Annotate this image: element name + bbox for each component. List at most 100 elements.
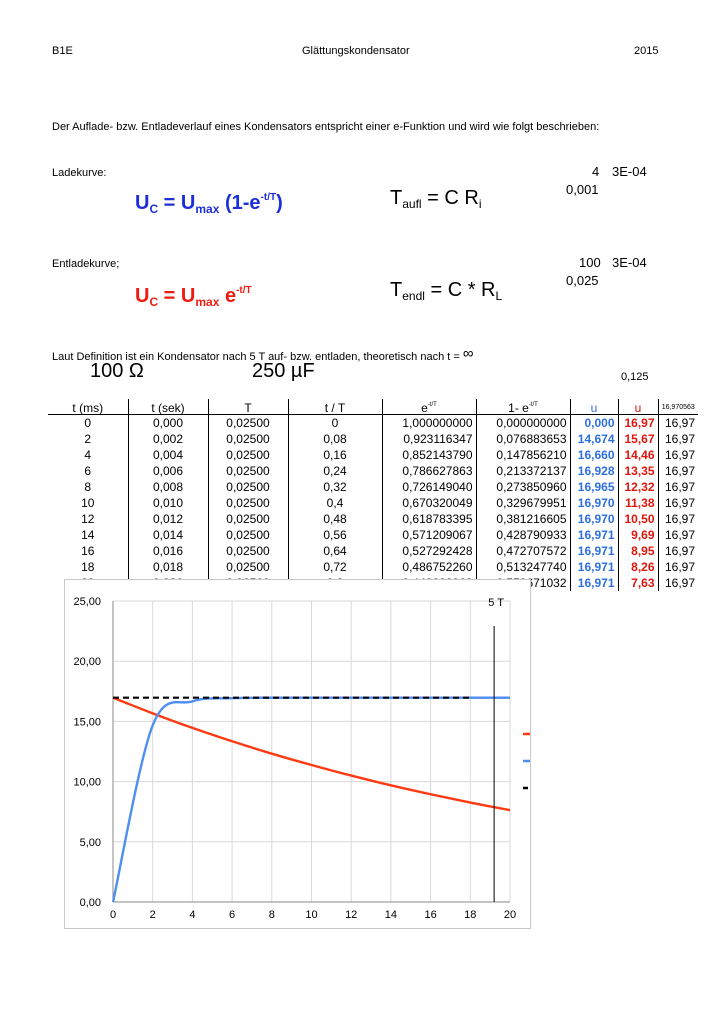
y-tick-label: 0,00 [80,897,101,909]
table-row: 0 0,000 0,02500 0 1,000000000 0,000000000 0,00… [48,414,698,431]
cell-u-discharge: 8,95 [618,543,659,559]
cell-u-charge: 0,000 [570,414,619,431]
y-tick-label: 15,00 [73,716,101,728]
cell-u-discharge: 7,63 [618,575,659,591]
col-header-tms: t (ms) [48,399,129,415]
col-header-one-minus-exp: 1- e-t/T [476,399,571,415]
series-entladung [112,696,511,812]
definition-text: Laut Definition ist ein Kondensator nach… [52,345,474,363]
entlade-val-a: 100 [579,255,601,270]
cell-tsek: 0,018 [128,559,209,575]
entlade-formula: UC = Umax e-t/T [135,285,252,309]
cell-exp: 0,852143790 [382,447,477,463]
cell-u-charge: 16,971 [570,527,619,543]
entlade-label: Entladekurve; [52,258,120,270]
cell-umax: 16,97 [664,416,695,430]
y-tick-label: 10,00 [73,777,101,789]
cell-one-minus-exp: 0,147856210 [476,447,571,463]
cell-one-minus-exp: 0,513247740 [476,559,571,575]
x-tick-label: 20 [504,909,516,921]
x-tick-label: 0 [110,909,116,921]
cell-one-minus-exp: 0,273850960 [476,479,571,495]
x-tick-label: 14 [385,909,397,921]
cell-one-minus-exp: 0,329679951 [476,495,571,511]
header-year: 2015 [634,45,659,57]
cell-u-discharge: 12,32 [618,479,659,495]
cell-exp: 0,726149040 [382,479,477,495]
cell-exp: 0,618783395 [382,511,477,527]
cell-T: 0,02500 [208,479,289,495]
x-tick-label: 2 [150,909,156,921]
line-chart: 0 2 4 6 8 10 12 14 16 18 20 0,00 5,00 10,00 15,00 20,00… [73,596,596,921]
cell-umax: 16,97 [664,560,695,574]
cell-u-charge: 16,970 [570,495,619,511]
cell-T: 0,02500 [208,511,289,527]
cell-u-discharge: 10,50 [618,511,659,527]
table-row: 18 0,018 0,02500 0,72 0,486752260 0,513247740… [48,559,698,575]
cell-T: 0,02500 [208,543,289,559]
cell-u-discharge: 15,67 [618,431,659,447]
cell-u-discharge: 16,97 [618,414,659,431]
table-row: 4 0,004 0,02500 0,16 0,852143790 0,147856210 1… [48,447,698,463]
cell-tms: 4 [48,447,129,463]
cell-umax: 16,97 [664,576,695,590]
col-header-u-charge: u [570,399,619,415]
table-row: 16 0,016 0,02500 0,64 0,527292428 0,472707572… [48,543,698,559]
five-t-marker-label: 5 T [488,597,504,609]
x-tick-label: 4 [189,909,195,921]
lade-val-b: 3E-04 [612,164,647,179]
col-header-exp: e-t/T [382,399,477,415]
cell-umax: 16,97 [664,480,695,494]
col-header-umax: 16,970563 [658,399,698,415]
x-tick-label: 10 [305,909,317,921]
x-tick-label: 6 [229,909,235,921]
x-tick-label: 12 [345,909,357,921]
table-row: 14 0,014 0,02500 0,56 0,571209067 0,428790933… [48,527,698,543]
cell-umax: 16,97 [664,496,695,510]
cell-exp: 0,923116347 [382,431,477,447]
cell-umax: 16,97 [664,544,695,558]
cell-T: 0,02500 [208,559,289,575]
x-tick-label: 16 [424,909,436,921]
cell-u-discharge: 8,26 [618,559,659,575]
cell-tms: 14 [48,527,129,543]
cell-t-over-T: 0,24 [288,463,383,479]
cell-u-discharge: 11,38 [618,495,659,511]
y-tick-label: 5,00 [80,837,101,849]
cell-tsek: 0,000 [128,414,209,431]
cell-T: 0,02500 [208,431,289,447]
cell-t-over-T: 0,72 [288,559,383,575]
entlade-time-constant: Tendl = C * RL [390,279,503,303]
chart-area: 0 2 4 6 8 10 12 14 16 18 20 0,00 5,00 10,00 15,00 20,00… [64,579,596,929]
lade-formula: UC = Umax (1-e-t/T) [135,192,283,216]
param-value: 0,125 [621,371,649,383]
col-header-tsek: t (sek) [128,399,209,415]
cell-u-charge: 16,965 [570,479,619,495]
cell-umax: 16,97 [664,448,695,462]
cell-tms: 0 [48,414,129,431]
cell-one-minus-exp: 0,472707572 [476,543,571,559]
cell-t-over-T: 0,48 [288,511,383,527]
col-header-u-discharge: u [618,399,659,415]
cell-one-minus-exp: 0,428790933 [476,527,571,543]
cell-t-over-T: 0,08 [288,431,383,447]
cell-t-over-T: 0,56 [288,527,383,543]
cell-one-minus-exp: 0,381216605 [476,511,571,527]
table-row: 2 0,002 0,02500 0,08 0,923116347 0,076883653 1… [48,431,698,447]
cell-u-charge: 16,928 [570,463,619,479]
cell-tsek: 0,016 [128,543,209,559]
lade-val-c: 0,001 [566,182,599,197]
cell-u-charge: 16,660 [570,447,619,463]
cell-umax: 16,97 [664,464,695,478]
cell-tsek: 0,008 [128,479,209,495]
cell-one-minus-exp: 0,000000000 [476,414,571,431]
cell-exp: 0,486752260 [382,559,477,575]
header-left: B1E [52,45,73,57]
col-header-T: T [208,399,289,415]
table-row: 8 0,008 0,02500 0,32 0,726149040 0,273850960 1… [48,479,698,495]
table-row: 12 0,012 0,02500 0,48 0,618783395 0,381216605… [48,511,698,527]
table-header-row: t (ms) t (sek) T t / T e-t/T 1- e-t/T u … [48,399,698,415]
entlade-val-c: 0,025 [566,273,599,288]
cell-T: 0,02500 [208,447,289,463]
cell-tms: 10 [48,495,129,511]
